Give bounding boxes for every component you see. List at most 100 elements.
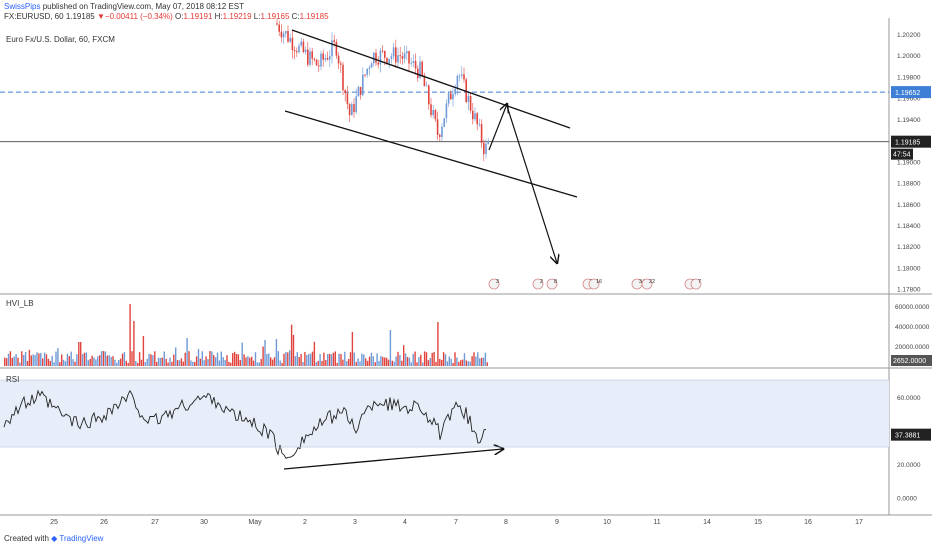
volume-bar bbox=[156, 361, 158, 366]
volume-bar bbox=[338, 353, 340, 366]
volume-bar bbox=[11, 357, 13, 366]
volume-bar bbox=[389, 330, 392, 366]
volume-bar bbox=[165, 358, 167, 366]
volume-bar bbox=[404, 353, 407, 366]
volume-last-badge bbox=[891, 355, 932, 366]
candle-body bbox=[289, 37, 291, 42]
event-flag-icon[interactable] bbox=[488, 278, 500, 290]
candle-body bbox=[428, 85, 430, 105]
volume-bar bbox=[116, 362, 118, 366]
created-with-text: Created with bbox=[4, 534, 49, 543]
time-tick-label: 4 bbox=[403, 519, 407, 526]
channel-upper-line[interactable] bbox=[291, 29, 571, 129]
candle-body bbox=[287, 31, 289, 42]
volume-bar bbox=[273, 357, 276, 366]
candle-body bbox=[432, 109, 434, 116]
volume-bar bbox=[112, 356, 114, 366]
volume-bar bbox=[104, 351, 107, 366]
candle-body bbox=[445, 103, 448, 119]
volume-bar bbox=[83, 352, 86, 366]
volume-bar bbox=[30, 355, 32, 366]
event-flag-icon[interactable] bbox=[690, 278, 702, 290]
volume-bar bbox=[133, 321, 135, 366]
volume-bar bbox=[258, 362, 260, 366]
candle-body bbox=[452, 94, 454, 100]
candle-body bbox=[359, 86, 362, 96]
event-count: 7 bbox=[698, 279, 701, 285]
volume-bar bbox=[43, 352, 46, 366]
volume-bar bbox=[414, 351, 416, 366]
volume-bar bbox=[319, 354, 321, 366]
volume-bar bbox=[119, 358, 122, 366]
volume-bars bbox=[4, 304, 488, 366]
volume-bar bbox=[74, 361, 76, 366]
event-flag-icon[interactable] bbox=[588, 278, 600, 290]
volume-bar bbox=[59, 362, 61, 366]
event-flag-icon[interactable] bbox=[532, 278, 544, 290]
volume-bar bbox=[106, 355, 108, 366]
candle-body bbox=[456, 75, 459, 89]
volume-bar bbox=[382, 356, 384, 366]
rsi-tick-label: 20.0000 bbox=[897, 462, 921, 469]
volume-bar bbox=[412, 353, 414, 366]
volume-bar bbox=[433, 351, 435, 366]
candle-body bbox=[285, 31, 287, 34]
projection-arrow-up[interactable] bbox=[488, 104, 507, 151]
last-price-badge bbox=[891, 135, 931, 148]
published-text: published on TradingView.com, May 07, 20… bbox=[42, 2, 244, 11]
volume-bar bbox=[224, 359, 226, 366]
volume-bar bbox=[327, 354, 329, 366]
candle-body bbox=[335, 41, 338, 56]
volume-bar bbox=[34, 355, 36, 366]
volume-bar bbox=[239, 360, 241, 366]
volume-bar bbox=[311, 351, 314, 366]
publisher-name[interactable]: SwissPips bbox=[4, 2, 41, 11]
candle-body bbox=[430, 104, 432, 116]
candle-body bbox=[421, 61, 423, 76]
volume-bar bbox=[188, 351, 190, 366]
price-tick-label: 1.19400 bbox=[897, 117, 921, 124]
volume-bar bbox=[95, 359, 97, 366]
volume-bar bbox=[410, 362, 412, 366]
volume-bar bbox=[42, 358, 44, 366]
volume-bar bbox=[441, 360, 443, 366]
projection-arrow-down[interactable] bbox=[506, 105, 557, 263]
candle-body bbox=[408, 51, 410, 64]
volume-bar bbox=[232, 353, 234, 366]
channel-lower-line[interactable] bbox=[284, 110, 578, 198]
candle-body bbox=[344, 90, 346, 94]
volume-bar bbox=[351, 332, 354, 366]
volume-bar bbox=[66, 353, 69, 366]
candle-body bbox=[315, 59, 318, 66]
price-tick-label: 1.18200 bbox=[897, 244, 921, 251]
volume-bar bbox=[302, 361, 304, 366]
volume-bar bbox=[154, 351, 156, 366]
tradingview-brand[interactable]: TradingView bbox=[59, 534, 104, 543]
volume-bar bbox=[442, 352, 445, 366]
volume-bar bbox=[328, 353, 331, 366]
volume-bar bbox=[178, 360, 181, 366]
volume-bar bbox=[340, 353, 342, 366]
volume-bar bbox=[378, 360, 380, 366]
volume-bar bbox=[175, 347, 177, 366]
volume-bar bbox=[169, 357, 171, 366]
volume-bar bbox=[100, 351, 103, 366]
volume-bar bbox=[446, 361, 449, 366]
candle-body bbox=[388, 58, 390, 64]
price-tick-label: 1.18600 bbox=[897, 202, 921, 209]
event-flag-icon[interactable] bbox=[641, 278, 653, 290]
volume-bar bbox=[171, 361, 173, 366]
candle-body bbox=[467, 96, 470, 103]
volume-bar bbox=[460, 360, 462, 366]
chart-canvas[interactable]: 1.20200 1.20000 1.19800 1.19600 1.19400 1.192… bbox=[0, 0, 932, 530]
volume-bar bbox=[222, 357, 224, 366]
rsi-divergence-arrow[interactable] bbox=[283, 449, 503, 470]
event-flag-icon[interactable] bbox=[546, 278, 558, 290]
time-tick-label: May bbox=[248, 519, 262, 526]
time-tick-label: 14 bbox=[703, 519, 711, 526]
volume-bar bbox=[49, 360, 51, 366]
volume-bar bbox=[268, 353, 270, 366]
volume-bar bbox=[450, 358, 452, 366]
candle-body bbox=[472, 110, 474, 120]
volume-bar bbox=[264, 339, 266, 366]
